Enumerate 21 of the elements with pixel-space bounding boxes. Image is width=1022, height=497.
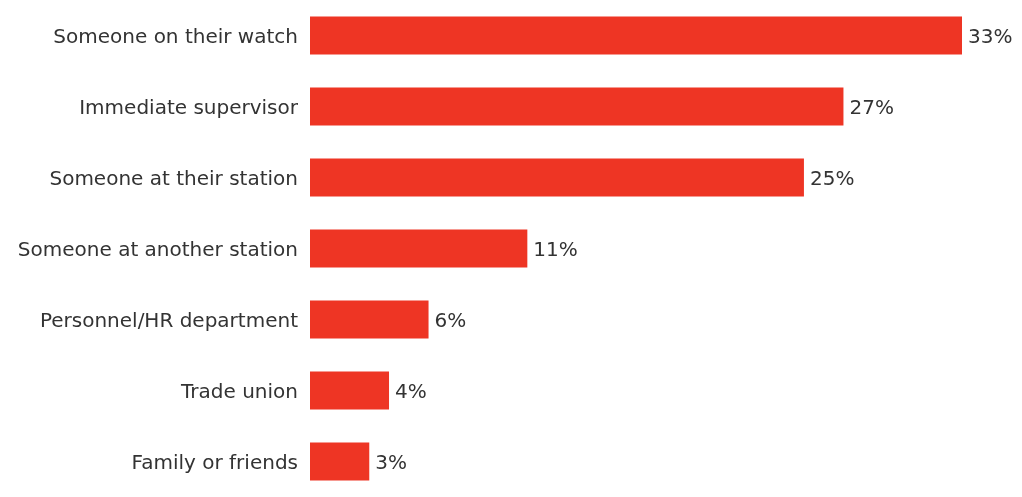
data-label: 4% — [395, 378, 427, 403]
bar — [310, 442, 370, 481]
y-tick-label: Family or friends — [131, 449, 298, 474]
y-tick-label: Someone at another station — [17, 236, 298, 261]
bar — [310, 16, 962, 55]
y-tick-label: Someone at their station — [49, 165, 298, 190]
bar — [310, 300, 429, 339]
bar — [310, 158, 804, 197]
data-label: 6% — [434, 307, 467, 332]
y-tick-label: Personnel/HR department — [39, 307, 299, 332]
data-label: 11% — [533, 236, 578, 261]
bar — [310, 371, 390, 410]
y-tick-label: Trade union — [180, 378, 298, 403]
data-label: 33% — [968, 23, 1013, 48]
bar — [310, 87, 844, 126]
y-tick-label: Someone on their watch — [53, 23, 298, 48]
data-label: 3% — [375, 449, 408, 474]
data-label: 27% — [849, 94, 894, 119]
data-label: 25% — [809, 165, 855, 190]
y-tick-label: Immediate supervisor — [79, 94, 299, 119]
bar — [310, 229, 528, 268]
